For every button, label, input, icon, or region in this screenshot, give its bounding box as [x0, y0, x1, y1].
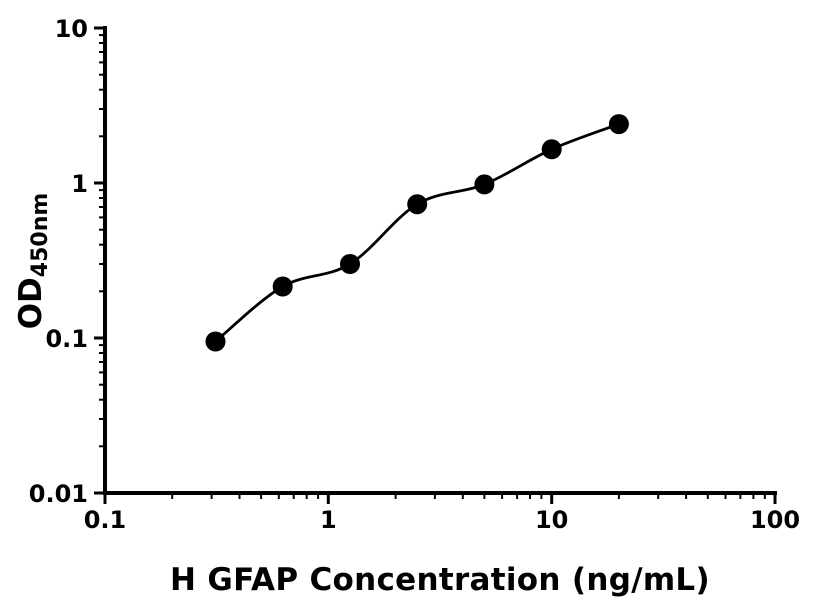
data-point: [407, 194, 428, 215]
y-axis-tick-label: 1: [71, 170, 88, 198]
y-axis-title-main: OD: [13, 277, 49, 330]
axes-frame: [103, 26, 777, 495]
data-point: [340, 254, 360, 274]
x-axis-tick-label: 100: [750, 506, 800, 534]
x-axis-tick-label: 10: [535, 506, 568, 534]
y-axis-title: OD450nm: [13, 193, 53, 330]
y-axis-tick-label: 10: [55, 15, 88, 43]
x-axis-tick-label: 1: [320, 506, 337, 534]
y-axis-tick-label: 0.1: [45, 325, 88, 353]
y-axis-tick-label: 0.01: [29, 480, 88, 508]
data-point: [474, 174, 495, 195]
y-axis-title-subscript: 450nm: [28, 192, 53, 278]
data-point: [608, 114, 629, 135]
data-point: [272, 276, 293, 297]
x-axis-title: H GFAP Concentration (ng/mL): [170, 562, 710, 598]
x-axis-tick-label: 0.1: [84, 506, 127, 534]
data-point: [541, 139, 562, 160]
data-point: [205, 331, 226, 352]
